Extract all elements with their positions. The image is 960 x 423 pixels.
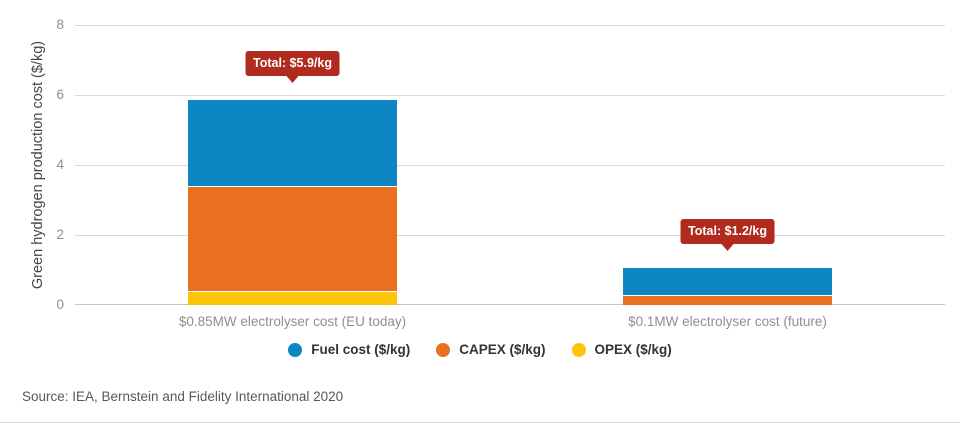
y-tick-label: 0 (56, 297, 64, 312)
total-callout: Total: $5.9/kg (245, 50, 340, 76)
gridline (75, 235, 945, 236)
bar-segment-fuel-cost (623, 266, 832, 295)
legend-label: CAPEX ($/kg) (459, 342, 546, 357)
gridline (75, 95, 945, 96)
gridline (75, 25, 945, 26)
legend-dot-icon (571, 342, 586, 357)
legend-label: Fuel cost ($/kg) (311, 342, 411, 357)
bar-segment-capex (623, 294, 832, 305)
gridline (75, 165, 945, 166)
y-tick-label: 4 (56, 157, 64, 172)
y-tick-label: 2 (56, 227, 64, 242)
legend-item: OPEX ($/kg) (571, 342, 672, 357)
legend-dot-icon (288, 342, 303, 357)
plot-area: Total: $5.9/kg Total: $1.2/kg (75, 25, 945, 305)
legend-label: OPEX ($/kg) (594, 342, 672, 357)
bar-segment-fuel-cost (188, 98, 397, 186)
legend-item: Fuel cost ($/kg) (288, 342, 410, 357)
gridline (75, 304, 945, 305)
bar-segment-capex (188, 186, 397, 291)
legend: Fuel cost ($/kg) CAPEX ($/kg) OPEX ($/kg) (0, 342, 960, 357)
source-note: Source: IEA, Bernstein and Fidelity Inte… (22, 389, 344, 404)
y-tick-label: 8 (56, 17, 64, 32)
category-label: $0.85MW electrolyser cost (EU today) (178, 314, 407, 329)
y-tick-label: 6 (56, 87, 64, 102)
legend-item: CAPEX ($/kg) (436, 342, 546, 357)
total-callout: Total: $1.2/kg (680, 218, 775, 244)
category-label: $0.1MW electrolyser cost (future) (628, 314, 827, 329)
bar-segment-opex (188, 291, 397, 305)
legend-dot-icon (436, 342, 451, 357)
